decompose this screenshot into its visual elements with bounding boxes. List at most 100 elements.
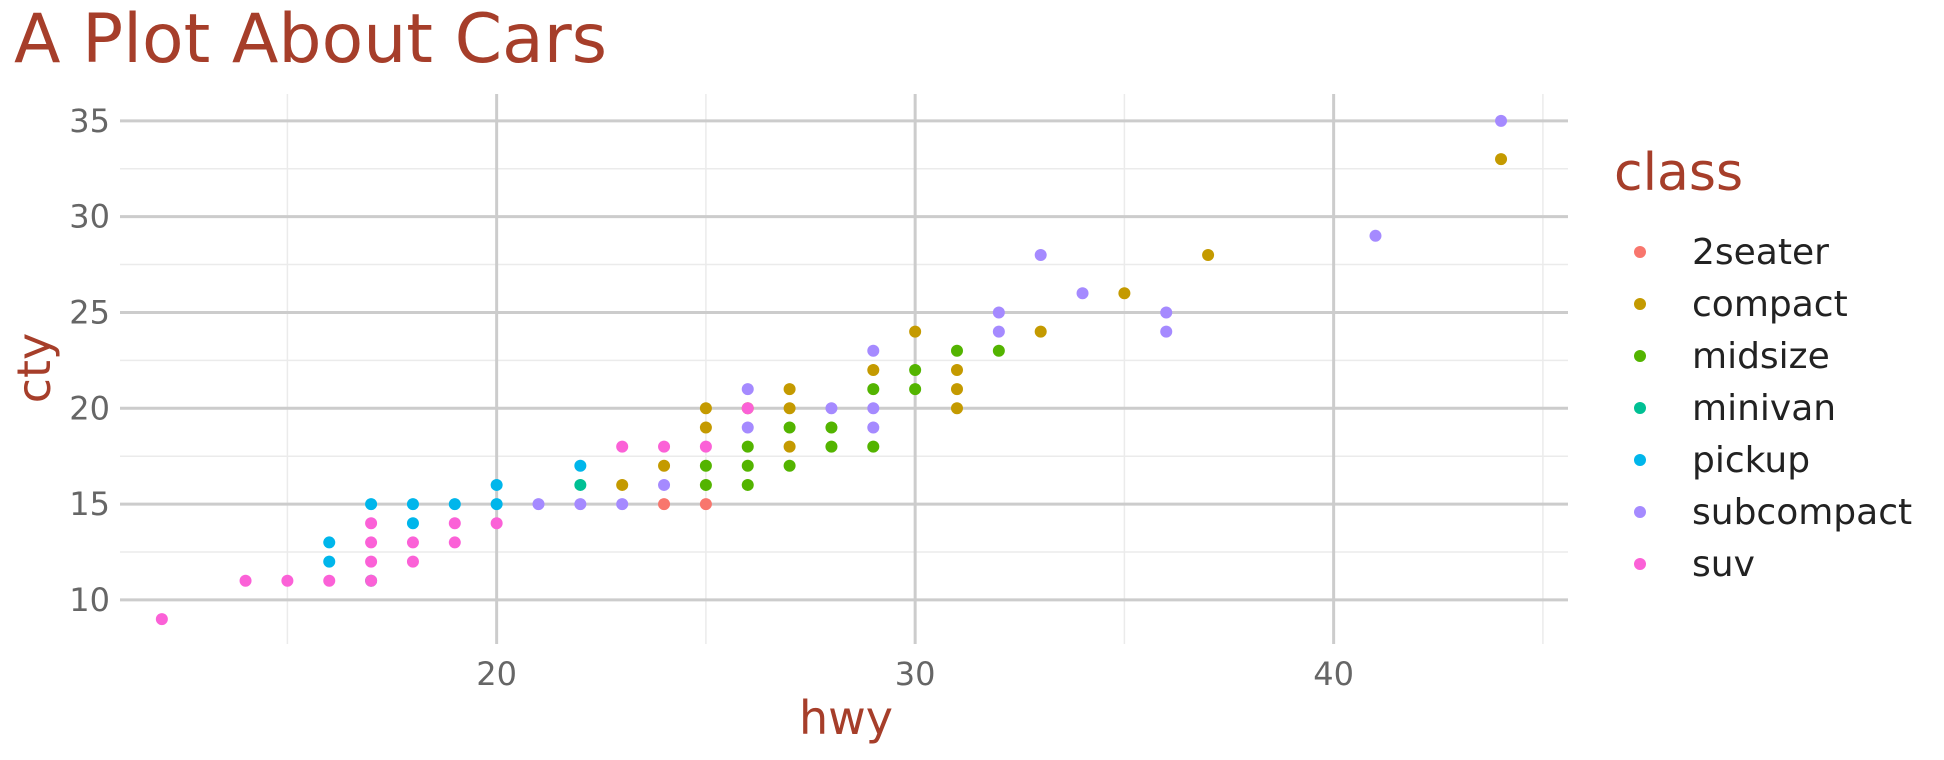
legend-key-pickup	[1634, 454, 1646, 466]
data-point-midsize	[699, 459, 712, 472]
legend-label-minivan: minivan	[1692, 388, 1836, 429]
legend-key-midsize	[1634, 350, 1646, 362]
data-point-pickup	[448, 498, 461, 511]
data-point-midsize	[950, 344, 963, 357]
data-point-subcompact	[532, 498, 545, 511]
data-point-compact	[699, 421, 712, 434]
data-point-pickup	[406, 498, 419, 511]
data-point-compact	[616, 478, 629, 491]
data-point-subcompact	[1369, 229, 1382, 242]
data-point-compact	[867, 363, 880, 376]
data-point-midsize	[867, 383, 880, 396]
data-point-minivan	[574, 478, 587, 491]
data-point-pickup	[323, 536, 336, 549]
data-point-compact	[783, 383, 796, 396]
y-tick-label: 10	[69, 581, 110, 619]
data-point-suv	[699, 440, 712, 453]
data-point-midsize	[992, 344, 1005, 357]
data-point-compact	[1202, 248, 1215, 261]
legend-label-2seater: 2seater	[1692, 232, 1829, 273]
data-point-subcompact	[616, 498, 629, 511]
data-point-midsize	[741, 440, 754, 453]
data-point-suv	[490, 517, 503, 530]
data-point-pickup	[574, 459, 587, 472]
data-point-pickup	[323, 555, 336, 568]
x-tick-label: 20	[476, 655, 517, 693]
data-point-compact	[1118, 287, 1131, 300]
data-point-suv	[406, 536, 419, 549]
data-point-subcompact	[741, 383, 754, 396]
y-tick-label: 30	[69, 198, 110, 236]
data-point-subcompact	[574, 498, 587, 511]
data-point-subcompact	[825, 402, 838, 415]
data-point-suv	[406, 555, 419, 568]
data-point-compact	[1495, 153, 1508, 166]
x-axis-ticks: 20 30 40	[476, 655, 1354, 693]
data-point-midsize	[909, 383, 922, 396]
data-point-compact	[783, 402, 796, 415]
data-point-midsize	[867, 440, 880, 453]
data-point-suv	[365, 555, 378, 568]
y-axis-ticks: 10 15 20 25 30 35	[69, 102, 110, 619]
legend-key-compact	[1634, 298, 1646, 310]
legend-key-2seater	[1634, 246, 1646, 258]
data-point-compact	[783, 440, 796, 453]
legend-key-suv	[1634, 558, 1646, 570]
data-point-pickup	[490, 478, 503, 491]
data-point-midsize	[783, 459, 796, 472]
data-point-suv	[616, 440, 629, 453]
data-point-midsize	[909, 363, 922, 376]
data-point-subcompact	[1076, 287, 1089, 300]
chart-title: A Plot About Cars	[14, 0, 607, 79]
data-point-midsize	[741, 459, 754, 472]
legend-items: 2seater compact midsize minivan pickup subcom…	[1634, 232, 1912, 585]
data-point-midsize	[699, 478, 712, 491]
data-point-subcompact	[1034, 248, 1047, 261]
data-point-midsize	[783, 421, 796, 434]
data-point-suv	[323, 574, 336, 587]
data-point-pickup	[490, 498, 503, 511]
data-point-2seater	[658, 498, 671, 511]
data-point-suv	[239, 574, 252, 587]
data-point-compact	[950, 363, 963, 376]
data-point-suv	[365, 536, 378, 549]
y-axis-title: cty	[7, 333, 61, 404]
data-point-midsize	[825, 440, 838, 453]
data-point-subcompact	[1160, 306, 1173, 319]
y-tick-label: 15	[69, 485, 110, 523]
legend-label-midsize: midsize	[1692, 336, 1830, 377]
data-point-compact	[950, 383, 963, 396]
x-tick-label: 30	[895, 655, 936, 693]
data-point-suv	[658, 440, 671, 453]
data-point-subcompact	[1495, 114, 1508, 127]
data-point-suv	[281, 574, 294, 587]
legend-label-compact: compact	[1692, 284, 1848, 325]
data-point-suv	[741, 402, 754, 415]
data-point-subcompact	[867, 421, 880, 434]
grid-major	[120, 94, 1568, 644]
legend-key-minivan	[1634, 402, 1646, 414]
x-axis-title: hwy	[799, 691, 893, 745]
y-tick-label: 35	[69, 102, 110, 140]
data-point-pickup	[365, 498, 378, 511]
data-point-suv	[448, 536, 461, 549]
data-point-compact	[699, 402, 712, 415]
data-point-compact	[909, 325, 922, 338]
data-point-subcompact	[1160, 325, 1173, 338]
data-point-subcompact	[992, 325, 1005, 338]
data-points	[155, 114, 1508, 626]
data-point-midsize	[825, 421, 838, 434]
legend-title: class	[1614, 143, 1743, 203]
y-tick-label: 25	[69, 293, 110, 331]
legend: class 2seater compact midsize minivan pickup…	[1614, 143, 1912, 585]
data-point-compact	[950, 402, 963, 415]
data-point-suv	[155, 613, 168, 626]
data-point-suv	[448, 517, 461, 530]
data-point-subcompact	[658, 478, 671, 491]
data-point-subcompact	[867, 402, 880, 415]
x-tick-label: 40	[1313, 655, 1354, 693]
legend-key-subcompact	[1634, 506, 1646, 518]
grid-minor	[120, 94, 1568, 644]
